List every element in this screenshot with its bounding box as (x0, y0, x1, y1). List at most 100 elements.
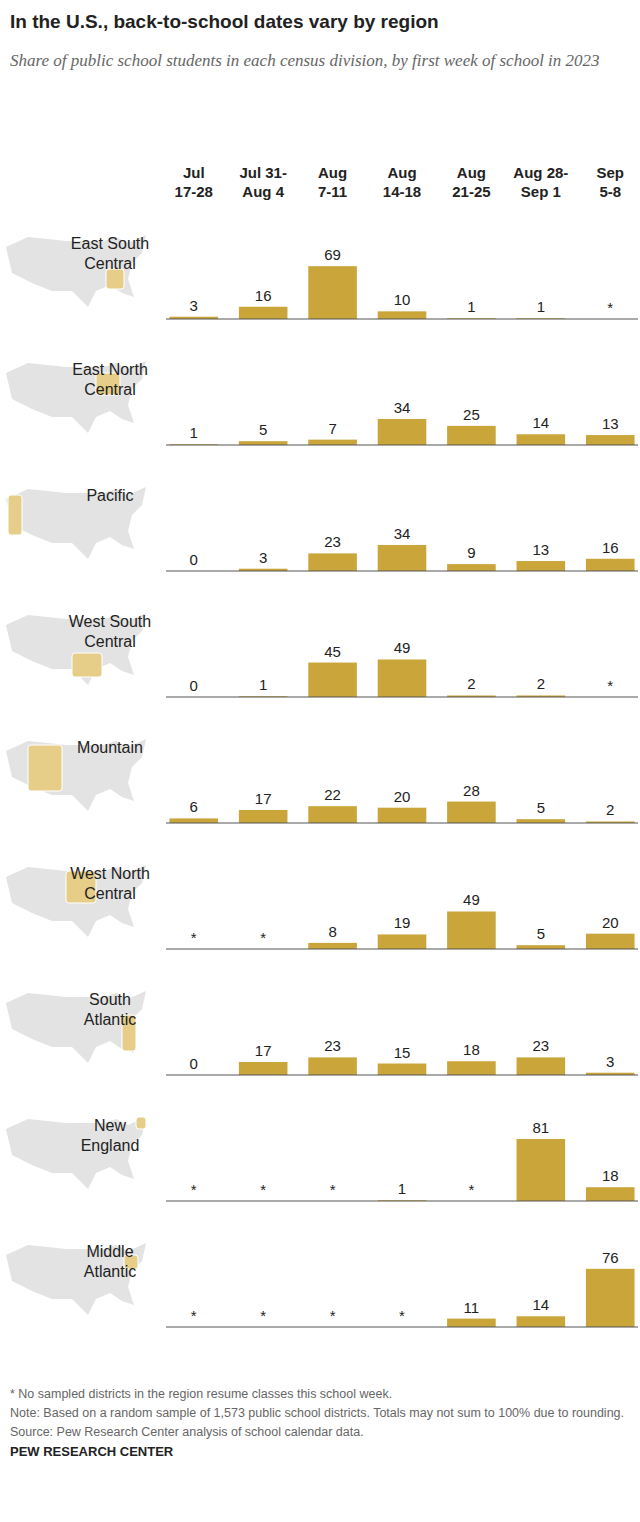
panel: MiddleAtlantic****111476 (6, 1243, 638, 1327)
baseline (166, 823, 638, 824)
bar (517, 819, 566, 823)
data-label: 5 (537, 799, 545, 816)
bar (308, 440, 357, 445)
data-label: * (260, 1307, 266, 1324)
data-label: 14 (532, 414, 549, 431)
bars (169, 266, 565, 319)
data-label: * (468, 1181, 474, 1198)
footnote: * No sampled districts in the region res… (10, 1387, 392, 1401)
data-label: 13 (602, 415, 619, 432)
bar (169, 818, 218, 823)
bars (378, 1139, 635, 1201)
region-label: SouthAtlantic (84, 991, 136, 1028)
data-label: 69 (324, 246, 341, 263)
x-tick: Aug14-18 (383, 164, 421, 200)
bar (586, 435, 635, 445)
bar (308, 1057, 357, 1075)
bars (308, 911, 634, 949)
bar (308, 806, 357, 823)
data-label: 16 (255, 287, 272, 304)
baseline (166, 319, 638, 320)
x-tick: Jul 31-Aug 4 (239, 164, 287, 200)
data-label: 1 (467, 298, 475, 315)
bar (378, 545, 427, 571)
map-region (136, 1117, 146, 1129)
bar (308, 663, 357, 697)
data-label: 28 (463, 782, 480, 799)
data-label: 6 (190, 798, 198, 815)
bars (239, 545, 635, 571)
region-label: East NorthCentral (72, 361, 148, 398)
panel: NewEngland***1*8118 (6, 1117, 638, 1201)
chart: In the U.S., back-to-school dates vary b… (0, 0, 640, 1522)
bar (239, 810, 288, 823)
bar (308, 943, 357, 949)
x-tick-label: Sep5-8 (596, 164, 624, 200)
bar (517, 945, 566, 949)
panel: East NorthCentral15734251413 (6, 361, 638, 445)
data-label: * (330, 1307, 336, 1324)
data-label: 2 (606, 801, 614, 818)
bar (517, 561, 566, 571)
bar (239, 1062, 288, 1075)
data-label: 49 (394, 639, 411, 656)
data-label: 25 (463, 406, 480, 423)
bars (169, 802, 634, 823)
data-label: 0 (190, 677, 198, 694)
baseline (166, 571, 638, 572)
map-region (106, 269, 124, 289)
x-tick-label: Jul 31-Aug 4 (239, 164, 287, 200)
subtitle: Share of public school students in each … (10, 51, 600, 70)
data-label: 15 (394, 1044, 411, 1061)
data-label: 1 (398, 1180, 406, 1197)
panel: Pacific03233491316 (6, 487, 638, 571)
x-tick-label: Jul17-28 (175, 164, 213, 200)
baseline (166, 1201, 638, 1202)
map-region (72, 653, 102, 677)
panel: West NorthCentral**81949520 (6, 865, 638, 949)
map-region (28, 745, 62, 791)
x-tick: Aug21-25 (452, 164, 490, 200)
data-label: 45 (324, 643, 341, 660)
data-label: 11 (464, 1299, 480, 1316)
data-label: 8 (328, 923, 336, 940)
bars (239, 659, 565, 697)
data-label: * (330, 1181, 336, 1198)
data-label: * (399, 1307, 405, 1324)
x-tick-label: Aug21-25 (452, 164, 490, 200)
x-axis-line (167, 200, 639, 201)
data-label: 18 (463, 1041, 480, 1058)
data-label: 10 (394, 291, 411, 308)
data-label: 81 (532, 1119, 549, 1136)
data-label: 1 (259, 676, 267, 693)
data-label: 17 (255, 790, 272, 807)
data-label: 0 (190, 551, 198, 568)
data-label: 34 (394, 399, 411, 416)
panel: SouthAtlantic017231518233 (6, 991, 638, 1075)
x-tick-label: Aug 28-Sep 1 (513, 164, 568, 200)
bar (447, 1061, 496, 1075)
baseline (166, 949, 638, 950)
footnote: Source: Pew Research Center analysis of … (10, 1425, 364, 1439)
bar (517, 434, 566, 445)
region-label: Mountain (77, 739, 143, 756)
data-label: 2 (467, 675, 475, 692)
map-outline (6, 739, 146, 811)
data-label: * (607, 677, 613, 694)
bar (447, 911, 496, 949)
region-label: Pacific (86, 487, 133, 504)
data-label: 22 (324, 786, 341, 803)
panel: West SouthCentral01454922* (6, 613, 638, 697)
bar (586, 1269, 635, 1327)
map-region (8, 495, 22, 535)
data-label: 76 (602, 1249, 619, 1266)
map-outline (6, 1117, 146, 1189)
bar (517, 1139, 566, 1201)
region-label: East SouthCentral (71, 235, 149, 272)
x-tick: Jul17-28 (175, 164, 213, 200)
map-icon (6, 487, 146, 559)
data-label: 23 (324, 533, 341, 550)
x-tick-label: Aug7-11 (318, 164, 347, 200)
map-outline (6, 991, 146, 1063)
footnote: Note: Based on a random sample of 1,573 … (10, 1406, 624, 1420)
